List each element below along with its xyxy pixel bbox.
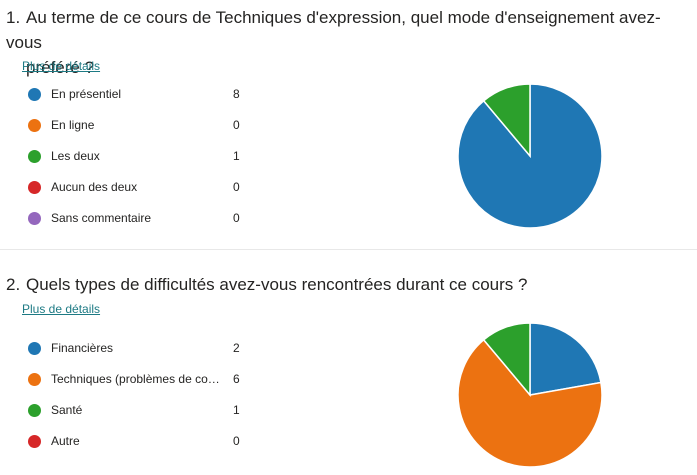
legend-count: 1 bbox=[233, 149, 240, 163]
pie-slice[interactable] bbox=[529, 322, 602, 396]
legend-count: 1 bbox=[233, 403, 240, 417]
legend-color-dot bbox=[28, 373, 41, 386]
legend-label: Santé bbox=[51, 403, 83, 417]
pie-slice[interactable] bbox=[482, 322, 531, 398]
legend-color-dot bbox=[28, 88, 41, 101]
legend-label: Les deux bbox=[51, 149, 100, 163]
legend-item[interactable]: Techniques (problèmes de con… 6 bbox=[0, 369, 260, 400]
legend-count: 6 bbox=[233, 372, 240, 386]
legend-item[interactable]: En présentiel 8 bbox=[0, 84, 260, 115]
legend-color-dot bbox=[28, 150, 41, 163]
question-2-number: 2. bbox=[6, 275, 21, 294]
question-1-title-line1: Au terme de ce cours de Techniques d'exp… bbox=[6, 8, 661, 52]
legend-color-dot bbox=[28, 181, 41, 194]
question-1-details-link[interactable]: Plus de détails bbox=[22, 59, 101, 73]
question-2: 2. Quels types de difficultés avez-vous r… bbox=[0, 251, 697, 475]
question-2-details-link[interactable]: Plus de détails bbox=[22, 302, 101, 316]
legend-count: 0 bbox=[233, 211, 240, 225]
legend-color-dot bbox=[28, 119, 41, 132]
legend-count: 0 bbox=[233, 118, 240, 132]
legend-item[interactable]: Aucun des deux 0 bbox=[0, 177, 260, 208]
legend-label: Sans commentaire bbox=[51, 211, 152, 225]
legend-color-dot bbox=[28, 435, 41, 448]
legend-count: 8 bbox=[233, 87, 240, 101]
pie-slice[interactable] bbox=[457, 338, 603, 468]
legend-label: Aucun des deux bbox=[51, 180, 138, 194]
legend-label: En ligne bbox=[51, 118, 95, 132]
question-2-title: 2. Quels types de difficultés avez-vous r… bbox=[6, 272, 696, 297]
legend-color-dot bbox=[28, 342, 41, 355]
question-2-legend: Financières 2 Techniques (problèmes de con… bbox=[0, 338, 260, 462]
legend-count: 0 bbox=[233, 434, 240, 448]
legend-item[interactable]: Autre 0 bbox=[0, 431, 260, 462]
question-1-legend: En présentiel 8 En ligne 0 Les deux 1 Aucun de… bbox=[0, 84, 260, 239]
question-2-pie-chart bbox=[457, 322, 603, 468]
legend-color-dot bbox=[28, 212, 41, 225]
legend-count: 2 bbox=[233, 341, 240, 355]
legend-item[interactable]: Les deux 1 bbox=[0, 146, 260, 177]
legend-color-dot bbox=[28, 404, 41, 417]
pie-slice[interactable] bbox=[482, 83, 531, 159]
question-1-pie-chart bbox=[457, 83, 603, 229]
legend-label: Financières bbox=[51, 341, 114, 355]
legend-label: Autre bbox=[51, 434, 80, 448]
legend-item[interactable]: Sans commentaire 0 bbox=[0, 208, 260, 239]
question-1-number: 1. bbox=[6, 8, 21, 27]
legend-item[interactable]: En ligne 0 bbox=[0, 115, 260, 146]
section-divider bbox=[0, 249, 697, 250]
question-1-title: 1. Au terme de ce cours de Techniques d'e… bbox=[6, 5, 696, 80]
legend-item[interactable]: Santé 1 bbox=[0, 400, 260, 431]
question-1: 1. Au terme de ce cours de Techniques d'e… bbox=[0, 5, 696, 239]
question-2-title-line1: Quels types de difficultés avez-vous ren… bbox=[26, 275, 528, 294]
question-1-title-line2: préféré ? bbox=[26, 58, 95, 77]
legend-item[interactable]: Financières 2 bbox=[0, 338, 260, 369]
legend-label: En présentiel bbox=[51, 87, 122, 101]
legend-label: Techniques (problèmes de con… bbox=[51, 372, 221, 386]
legend-count: 0 bbox=[233, 180, 240, 194]
